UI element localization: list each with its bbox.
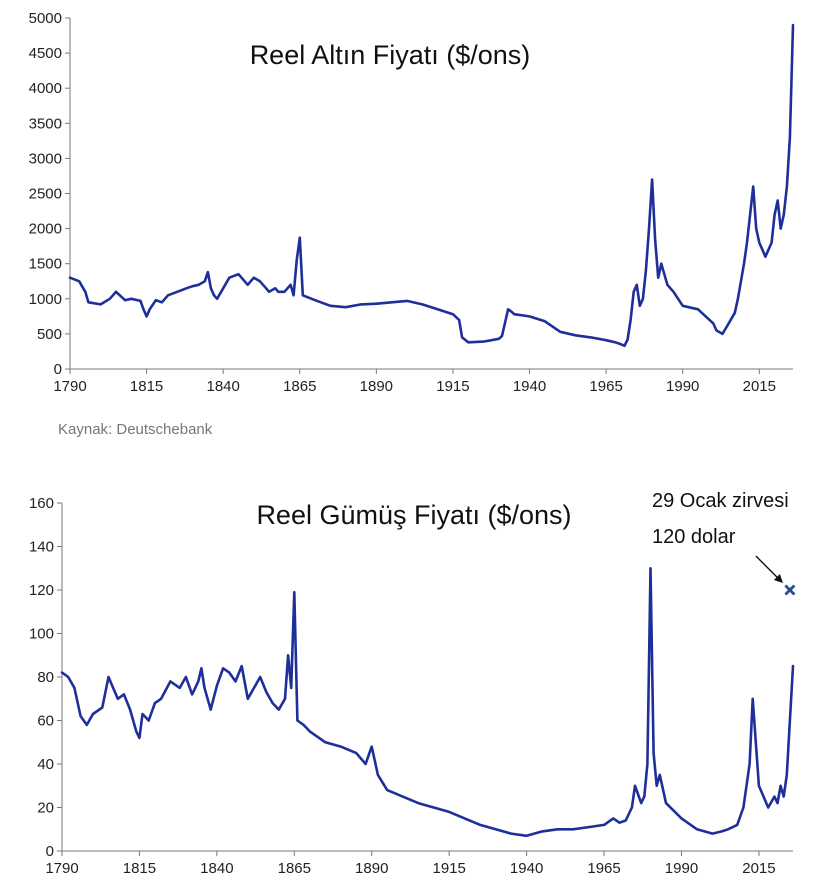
x-tick-label: 1790 [45,860,78,877]
y-tick-label: 140 [29,539,54,556]
y-tick-label: 500 [37,326,62,343]
silver-chart-title: Reel Gümüş Fiyatı ($/ons) [256,500,571,530]
y-tick-label: 0 [54,361,62,378]
x-tick-label: 1990 [666,378,699,395]
y-tick-label: 5000 [29,10,62,27]
y-tick-label: 1500 [29,256,62,273]
y-tick-label: 4500 [29,45,62,62]
series-line [60,566,795,838]
y-tick-label: 100 [29,626,54,643]
gold-chart-title: Reel Altın Fiyatı ($/ons) [250,40,531,70]
x-tick-label: 1940 [513,378,546,395]
y-tick-label: 160 [29,495,54,512]
y-tick-label: 80 [37,669,54,686]
y-tick-label: 4000 [29,80,62,97]
x-tick-label: 1965 [587,860,620,877]
y-tick-label: 3000 [29,150,62,167]
peak-annotation-line1: 29 Ocak zirvesi [652,490,789,512]
peak-marker [784,584,796,596]
y-tick-label: 1000 [29,291,62,308]
y-tick-label: 3500 [29,115,62,132]
y-tick-label: 120 [29,582,54,599]
x-tick-label: 1815 [130,378,163,395]
x-tick-label: 1890 [360,378,393,395]
series-line [68,23,795,348]
y-tick-label: 20 [37,800,54,817]
x-tick-label: 1965 [589,378,622,395]
x-tick-label: 1865 [278,860,311,877]
y-tick-label: 0 [46,843,54,860]
y-tick-label: 60 [37,713,54,730]
gold-chart: Reel Altın Fiyatı ($/ons) 0 500 1000 1500 20… [29,10,795,395]
y-tick-label: 2500 [29,186,62,203]
x-tick-label: 2015 [742,860,775,877]
x-tick-label: 1815 [123,860,156,877]
peak-annotation-line2: 120 dolar [652,526,736,548]
y-tick-label: 2000 [29,221,62,238]
x-tick-label: 1915 [436,378,469,395]
x-tick-label: 1915 [432,860,465,877]
silver-chart: Reel Gümüş Fiyatı ($/ons) 29 Ocak zirves… [29,490,796,877]
x-tick-label: 1990 [665,860,698,877]
x-tick-label: 1865 [283,378,316,395]
x-tick-label: 2015 [743,378,776,395]
x-tick-label: 1840 [200,860,233,877]
annotation-arrow [755,555,783,583]
x-tick-label: 1890 [355,860,388,877]
source-caption: Kaynak: Deutschebank [58,421,213,438]
x-tick-label: 1840 [206,378,239,395]
y-tick-label: 40 [37,756,54,773]
x-tick-label: 1790 [53,378,86,395]
x-tick-label: 1940 [510,860,543,877]
